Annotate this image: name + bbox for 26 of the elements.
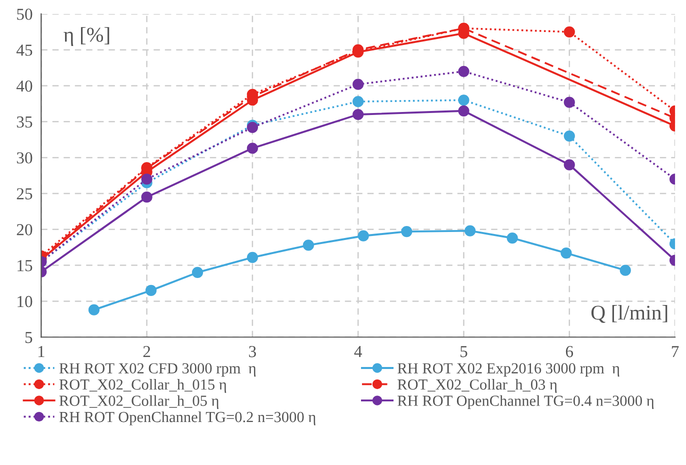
legend-label: ROT_X02_Collar_h_05 η	[59, 395, 218, 410]
y-axis-title: η [%]	[64, 27, 110, 46]
y-tick-label: 15	[18, 260, 32, 272]
x-tick-label: 7	[672, 346, 679, 358]
y-tick-label: 40	[16, 80, 32, 92]
y-tick-label: 20	[16, 224, 32, 236]
legend-label: RH ROT OpenChannel TG=0.4 n=3000 η	[398, 395, 654, 410]
y-tick-label: 30	[16, 152, 32, 164]
y-tick-label: 25	[16, 188, 32, 200]
legend-label: RH ROT X02 Exp2016 3000 rpm η	[398, 363, 620, 377]
legend-label: ROT_X02_Collar_h_03 η	[398, 378, 557, 393]
y-tick-label: 50	[17, 8, 32, 20]
x-tick-label: 6	[566, 346, 574, 358]
legend-label: ROT_X02_Collar_h_015 η	[59, 378, 226, 393]
x-axis-title: Q [l/min]	[591, 305, 668, 323]
x-tick-label: 1	[38, 346, 44, 358]
x-tick-label: 4	[354, 346, 362, 358]
x-tick-label: 2	[143, 346, 150, 358]
y-tick-label: 10	[18, 296, 32, 308]
legend-label: RH ROT X02 CFD 3000 rpm η	[59, 363, 256, 377]
legend-label: RH ROT OpenChannel TG=0.2 n=3000 η	[59, 411, 316, 426]
y-tick-label: 35	[16, 116, 32, 128]
y-tick-label: 45	[16, 44, 32, 56]
y-tick-label: 5	[25, 332, 32, 344]
x-tick-label: 3	[249, 346, 256, 358]
x-tick-label: 5	[460, 346, 468, 358]
